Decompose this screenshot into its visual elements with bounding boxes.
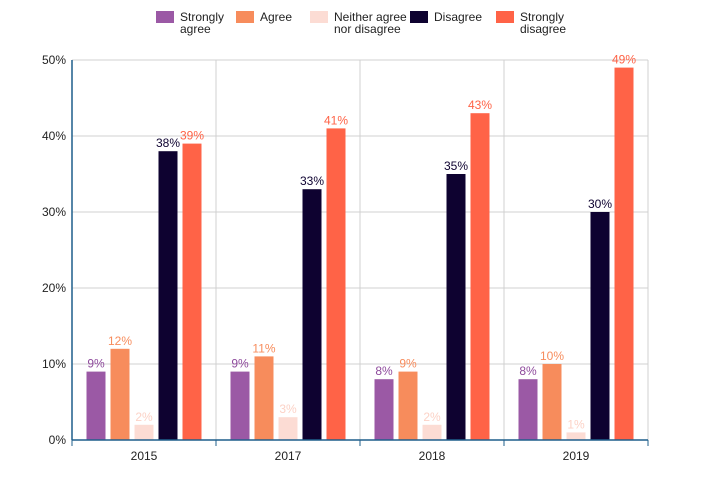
legend-label: Neither agree nor disagree [334, 10, 407, 36]
legend-label-line: Strongly [180, 10, 224, 24]
bar [254, 356, 274, 440]
data-label: 41% [324, 113, 348, 127]
legend-item: Strongly disagree [496, 10, 566, 36]
bar [158, 151, 178, 440]
bar [86, 371, 106, 440]
data-label: 43% [468, 98, 492, 112]
legend-item: Neither agree nor disagree [310, 10, 407, 36]
legend-label: Agree [260, 10, 292, 24]
data-label: 39% [180, 129, 204, 143]
bar [614, 67, 634, 440]
bar [446, 174, 466, 440]
bar [590, 212, 610, 440]
bar [422, 424, 442, 440]
x-tick-label: 2019 [563, 449, 590, 463]
bar [134, 424, 154, 440]
data-label: 2% [135, 410, 153, 424]
axes: 0% 10% 20% 30% 40% 50% 2015 2017 2018 2019 [42, 53, 649, 463]
y-tick-label: 30% [42, 205, 66, 219]
legend-swatch [410, 11, 428, 23]
y-tick-label: 0% [49, 433, 67, 447]
y-tick-label: 40% [42, 129, 66, 143]
data-label: 49% [612, 53, 636, 67]
data-label: 33% [300, 174, 324, 188]
data-label: 3% [279, 402, 297, 416]
data-label: 10% [540, 349, 564, 363]
data-label: 38% [156, 136, 180, 150]
bar [374, 379, 394, 440]
legend-label: Disagree [434, 10, 482, 24]
x-tick-label: 2018 [419, 449, 446, 463]
legend-label-line: Disagree [434, 10, 482, 24]
bar [542, 364, 562, 440]
data-label: 8% [375, 364, 393, 378]
y-tick-label: 20% [42, 281, 66, 295]
legend-label: Strongly disagree [520, 10, 566, 36]
data-label: 2% [423, 410, 441, 424]
data-label: 9% [399, 357, 417, 371]
legend-swatch [156, 11, 174, 23]
bar [398, 371, 418, 440]
data-label: 11% [252, 341, 275, 355]
bar [470, 113, 490, 440]
legend-label-line: Strongly [520, 10, 564, 24]
bar [518, 379, 538, 440]
x-tick-label: 2015 [131, 449, 158, 463]
data-labels: 9%12%2%38%39%9%11%3%33%41%8%9%2%35%43%8%… [87, 53, 636, 432]
bars [86, 67, 634, 440]
legend-label-line: Agree [260, 10, 292, 24]
bar [278, 417, 298, 440]
y-tick-label: 50% [42, 53, 66, 67]
bar [110, 348, 130, 440]
y-tick-label: 10% [42, 357, 66, 371]
legend-swatch [236, 11, 254, 23]
legend-label: Strongly agree [180, 10, 224, 36]
data-label: 9% [231, 357, 249, 371]
data-label: 35% [444, 159, 468, 173]
grid [72, 59, 649, 440]
data-label: 9% [87, 357, 105, 371]
legend-label-line: Neither agree [334, 10, 407, 24]
x-tick-label: 2017 [275, 449, 302, 463]
data-label: 12% [108, 334, 132, 348]
data-label: 8% [519, 364, 537, 378]
bar [566, 432, 586, 440]
legend-label-line: nor disagree [334, 22, 401, 36]
bar [302, 189, 322, 440]
legend-swatch [496, 11, 514, 23]
data-label: 30% [588, 197, 612, 211]
data-label: 1% [567, 417, 585, 431]
legend-swatch [310, 11, 328, 23]
legend-item: Strongly agree [156, 10, 224, 36]
legend-item: Agree [236, 10, 292, 24]
legend-label-line: disagree [520, 22, 566, 36]
legend-label-line: agree [180, 22, 211, 36]
legend-item: Disagree [410, 10, 482, 24]
bar [182, 143, 202, 440]
bar [326, 128, 346, 440]
bar [230, 371, 250, 440]
